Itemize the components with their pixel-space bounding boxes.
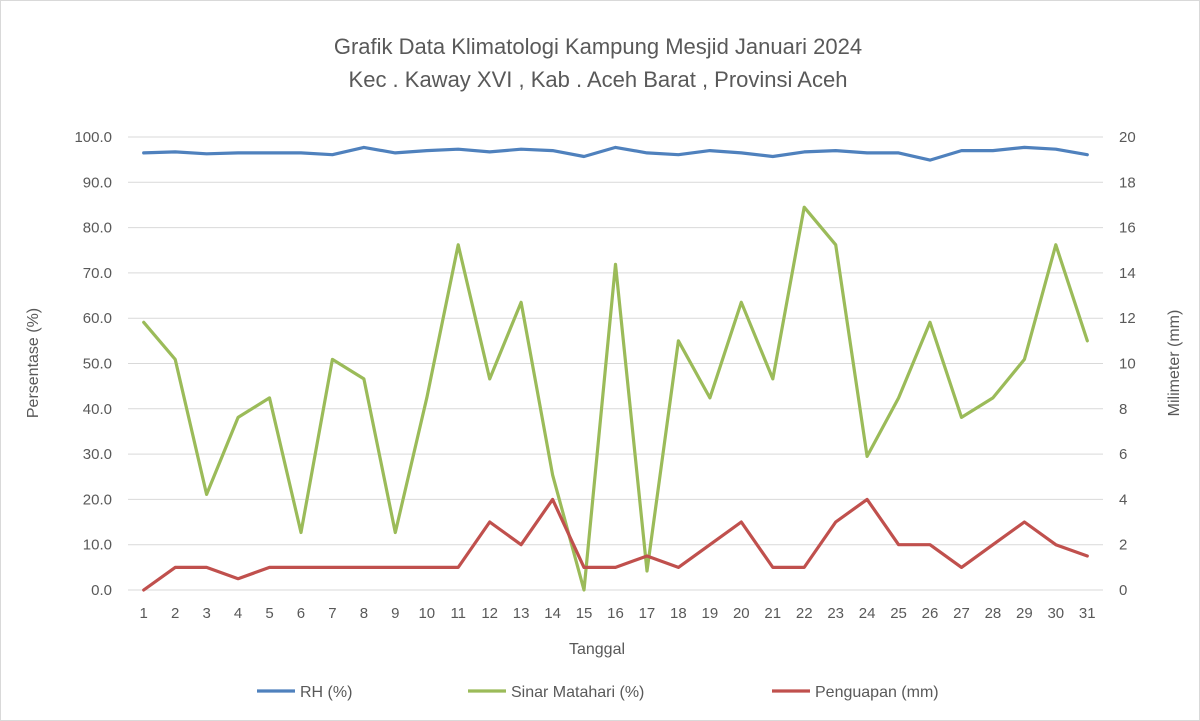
x-tick-label: 29 bbox=[1016, 605, 1033, 622]
x-tick-label: 25 bbox=[890, 605, 907, 622]
legend-entry: Penguapan (mm) bbox=[815, 684, 939, 701]
y-axis-right-label: Milimeter (mm) bbox=[1166, 310, 1183, 417]
x-tick-label: 15 bbox=[576, 605, 593, 622]
chart-title: Grafik Data Klimatologi Kampung Mesjid J… bbox=[334, 34, 862, 59]
x-tick-label: 27 bbox=[953, 605, 970, 622]
y-left-tick-label: 60.0 bbox=[83, 310, 112, 327]
legend: RH (%) Sinar Matahari (%) Penguapan (mm) bbox=[257, 684, 939, 701]
x-tick-label: 21 bbox=[764, 605, 781, 622]
gridlines bbox=[128, 136, 1103, 591]
legend-entry: Sinar Matahari (%) bbox=[511, 684, 644, 701]
x-tick-label: 14 bbox=[544, 605, 561, 622]
y-left-tick-label: 0.0 bbox=[91, 582, 112, 599]
x-tick-label: 31 bbox=[1079, 605, 1096, 622]
series-line-2 bbox=[142, 205, 1089, 592]
y-right-tick-label: 16 bbox=[1119, 220, 1136, 237]
x-tick-label: 16 bbox=[607, 605, 624, 622]
x-tick-label: 6 bbox=[297, 605, 305, 622]
x-tick-label: 24 bbox=[859, 605, 876, 622]
y-right-tick-label: 18 bbox=[1119, 174, 1136, 191]
x-tick-label: 3 bbox=[202, 605, 210, 622]
series-lines bbox=[142, 145, 1089, 592]
x-tick-label: 28 bbox=[985, 605, 1002, 622]
y-right-tick-label: 0 bbox=[1119, 582, 1127, 599]
y-left-tick-label: 40.0 bbox=[83, 401, 112, 418]
y-left-tick-label: 20.0 bbox=[83, 491, 112, 508]
chart-subtitle: Kec . Kaway XVI , Kab . Aceh Barat , Pro… bbox=[349, 67, 848, 92]
y-right-tick-label: 10 bbox=[1119, 356, 1136, 373]
y-left-tick-label: 10.0 bbox=[83, 537, 112, 554]
x-axis-label: Tanggal bbox=[569, 641, 625, 658]
y-right-tick-label: 6 bbox=[1119, 446, 1127, 463]
x-tick-label: 5 bbox=[265, 605, 273, 622]
x-tick-label: 13 bbox=[513, 605, 530, 622]
series-line-1 bbox=[142, 145, 1089, 162]
x-tick-label: 30 bbox=[1047, 605, 1064, 622]
x-tick-label: 19 bbox=[702, 605, 719, 622]
x-tick-label: 4 bbox=[234, 605, 242, 622]
y-left-tick-label: 80.0 bbox=[83, 220, 112, 237]
x-tick-label: 22 bbox=[796, 605, 813, 622]
y-left-tick-label: 90.0 bbox=[83, 174, 112, 191]
y-axis-left-label: Persentase (%) bbox=[25, 308, 42, 418]
x-tick-label: 18 bbox=[670, 605, 687, 622]
series-line-3 bbox=[142, 497, 1089, 592]
y-left-tick-label: 50.0 bbox=[83, 356, 112, 373]
legend-entry: RH (%) bbox=[300, 684, 352, 701]
x-tick-label: 8 bbox=[360, 605, 368, 622]
y-left-tick-label: 70.0 bbox=[83, 265, 112, 282]
x-tick-label: 26 bbox=[922, 605, 939, 622]
x-tick-label: 17 bbox=[639, 605, 656, 622]
y-left-tick-label: 30.0 bbox=[83, 446, 112, 463]
y-right-tick-label: 2 bbox=[1119, 537, 1127, 554]
x-tick-label: 20 bbox=[733, 605, 750, 622]
y-right-tick-label: 20 bbox=[1119, 129, 1136, 146]
y-left-tick-label: 100.0 bbox=[74, 129, 112, 146]
y-right-tick-label: 8 bbox=[1119, 401, 1127, 418]
y-right-tick-label: 4 bbox=[1119, 491, 1127, 508]
x-tick-label: 7 bbox=[328, 605, 336, 622]
x-tick-label: 1 bbox=[140, 605, 148, 622]
y-right-tick-label: 14 bbox=[1119, 265, 1136, 282]
x-tick-label: 10 bbox=[418, 605, 435, 622]
x-tick-label: 2 bbox=[171, 605, 179, 622]
x-tick-label: 11 bbox=[450, 605, 466, 622]
x-tick-label: 12 bbox=[481, 605, 498, 622]
x-tick-label: 9 bbox=[391, 605, 399, 622]
x-tick-label: 23 bbox=[827, 605, 844, 622]
y-right-tick-label: 12 bbox=[1119, 310, 1136, 327]
